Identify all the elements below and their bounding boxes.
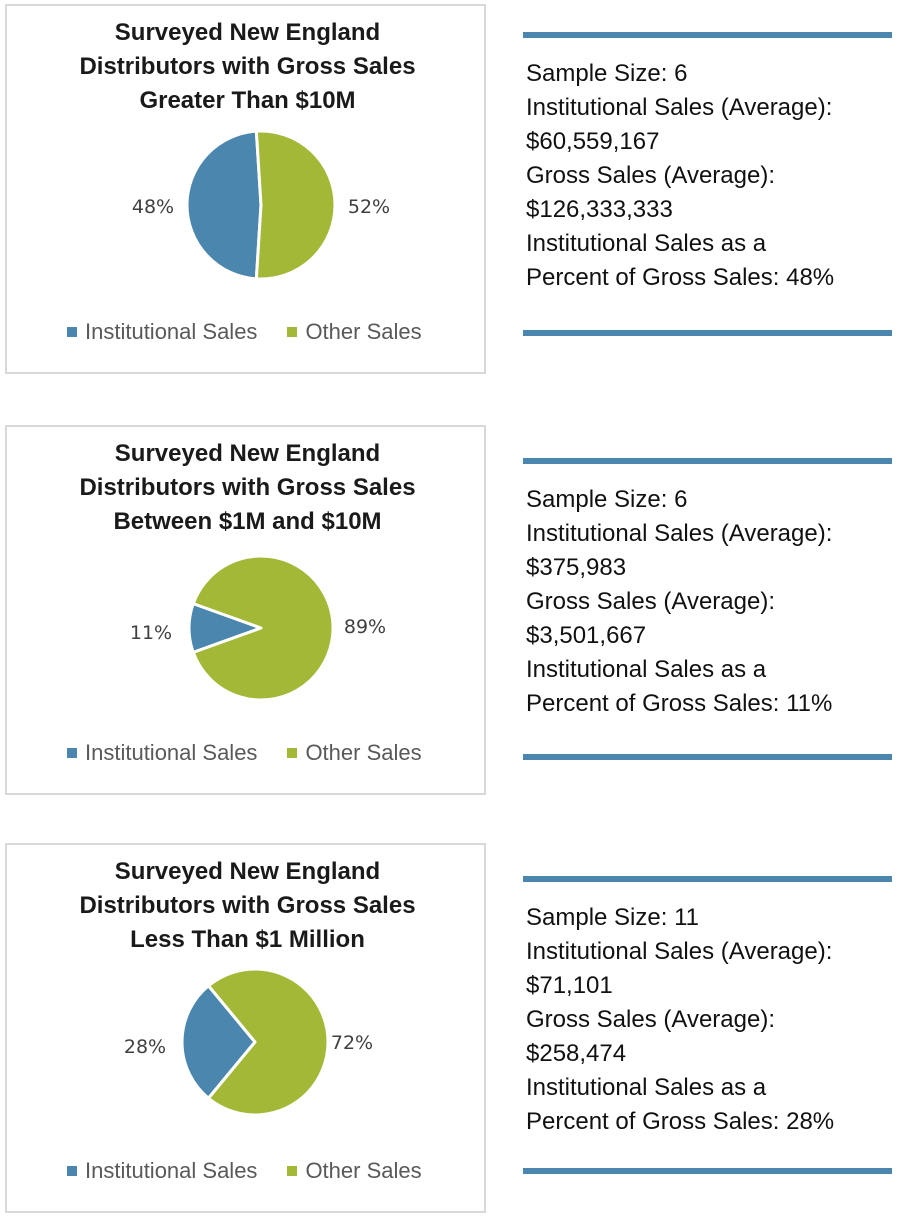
gross-average-value: $258,474: [526, 1040, 627, 1067]
percent-line-1: Institutional Sales as a: [526, 656, 767, 683]
pie-chart: 11% 89%: [130, 554, 386, 702]
chart-title: Surveyed New England Distributors with G…: [7, 437, 488, 539]
section-greater-than-10m: Surveyed New England Distributors with G…: [0, 4, 900, 384]
chart-legend: Institutional Sales Other Sales: [67, 740, 422, 766]
pie-slice-institutional: [185, 129, 263, 281]
legend-swatch-institutional: [67, 327, 77, 337]
divider-top: [523, 876, 892, 882]
percent-line-1: Institutional Sales as a: [526, 230, 767, 257]
institutional-average-label: Institutional Sales (Average):: [526, 520, 833, 547]
legend-swatch-institutional: [67, 1166, 77, 1176]
pie-slice-other: [254, 129, 337, 281]
legend-swatch-other: [287, 327, 298, 337]
gross-average-value: $126,333,333: [526, 196, 673, 223]
institutional-average-label: Institutional Sales (Average):: [526, 94, 833, 121]
pie-label-other: 72%: [331, 1032, 373, 1054]
legend-item-institutional: Institutional Sales: [67, 1158, 257, 1184]
institutional-average-value: $71,101: [526, 972, 613, 999]
pie-chart: 48% 52%: [132, 129, 390, 281]
legend-item-other: Other Sales: [287, 1158, 422, 1184]
chart-legend: Institutional Sales Other Sales: [67, 319, 422, 345]
institutional-average-value: $375,983: [526, 554, 627, 581]
chart-title-line: Distributors with Gross Sales: [79, 474, 416, 501]
gross-average-label: Gross Sales (Average):: [526, 1006, 775, 1033]
legend-label: Institutional Sales: [85, 1158, 258, 1183]
legend-label: Other Sales: [305, 1158, 422, 1183]
summary-text: Sample Size: 11 Institutional Sales (Ave…: [526, 901, 834, 1139]
summary-text: Sample Size: 6 Institutional Sales (Aver…: [526, 57, 834, 295]
divider-bottom: [523, 1168, 892, 1174]
chart-title-line: Less Than $1 Million: [130, 926, 365, 953]
section-between-1m-10m: Surveyed New England Distributors with G…: [0, 425, 900, 805]
legend-label: Institutional Sales: [85, 319, 258, 344]
pie-label-institutional: 48%: [132, 196, 174, 218]
chart-title: Surveyed New England Distributors with G…: [7, 855, 488, 957]
pie-slice-institutional: [180, 984, 257, 1100]
legend-swatch-institutional: [67, 748, 77, 758]
legend-label: Other Sales: [305, 740, 422, 765]
legend-swatch-other: [287, 748, 298, 758]
pie-slice-other: [206, 967, 330, 1117]
chart-title: Surveyed New England Distributors with G…: [7, 16, 488, 118]
pie-chart-card: Surveyed New England Distributors with G…: [5, 4, 486, 374]
chart-title-line: Between $1M and $10M: [113, 508, 382, 535]
percent-line-2: Percent of Gross Sales: 48%: [526, 264, 835, 291]
chart-title-line: Surveyed New England: [114, 440, 381, 467]
institutional-average-value: $60,559,167: [526, 128, 660, 155]
divider-top: [523, 458, 892, 464]
percent-line-1: Institutional Sales as a: [526, 1074, 767, 1101]
legend-item-other: Other Sales: [287, 319, 422, 345]
legend-label: Institutional Sales: [85, 740, 258, 765]
pie-chart-card: Surveyed New England Distributors with G…: [5, 843, 486, 1213]
pie-label-institutional: 28%: [124, 1036, 166, 1058]
divider-bottom: [523, 330, 892, 336]
pie-label-other: 52%: [348, 196, 390, 218]
chart-title-line: Surveyed New England: [114, 19, 381, 46]
chart-title-line: Greater Than $10M: [139, 87, 356, 114]
chart-title-line: Distributors with Gross Sales: [79, 53, 416, 80]
chart-title-line: Distributors with Gross Sales: [79, 892, 416, 919]
divider-top: [523, 32, 892, 38]
pie-chart: 28% 72%: [124, 967, 373, 1117]
legend-item-other: Other Sales: [287, 740, 422, 766]
legend-item-institutional: Institutional Sales: [67, 740, 257, 766]
percent-line-2: Percent of Gross Sales: 28%: [526, 1108, 835, 1135]
percent-line-2: Percent of Gross Sales: 11%: [526, 690, 833, 717]
institutional-average-label: Institutional Sales (Average):: [526, 938, 833, 965]
sample-size: Sample Size: 11: [526, 904, 699, 931]
summary-text: Sample Size: 6 Institutional Sales (Aver…: [526, 483, 832, 721]
chart-title-line: Surveyed New England: [114, 858, 381, 885]
pie-label-institutional: 11%: [130, 622, 172, 644]
divider-bottom: [523, 754, 892, 760]
section-less-than-1m: Surveyed New England Distributors with G…: [0, 843, 900, 1223]
gross-average-label: Gross Sales (Average):: [526, 162, 775, 189]
legend-swatch-other: [287, 1166, 298, 1176]
legend-item-institutional: Institutional Sales: [67, 319, 257, 345]
sample-size: Sample Size: 6: [526, 486, 688, 513]
gross-average-value: $3,501,667: [526, 622, 647, 649]
gross-average-label: Gross Sales (Average):: [526, 588, 775, 615]
pie-label-other: 89%: [344, 616, 386, 638]
sample-size: Sample Size: 6: [526, 60, 688, 87]
chart-legend: Institutional Sales Other Sales: [67, 1158, 422, 1184]
legend-label: Other Sales: [305, 319, 422, 344]
pie-slice-other: [191, 554, 335, 702]
pie-chart-card: Surveyed New England Distributors with G…: [5, 425, 486, 795]
